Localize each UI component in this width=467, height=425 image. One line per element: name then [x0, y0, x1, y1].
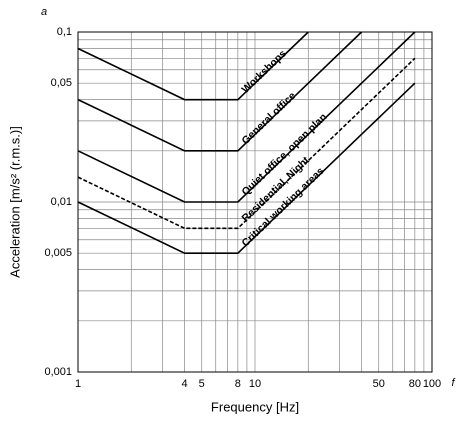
y-axis-title: Acceleration [m/s² (r.m.s.)]: [7, 126, 22, 278]
curve: [77, 31, 363, 152]
x-tick-label: 80: [409, 378, 421, 390]
x-tick-label: 1: [75, 378, 81, 390]
curve: [77, 31, 416, 203]
curve: [77, 31, 309, 101]
x-tick-label: 5: [199, 378, 205, 390]
x-axis-symbol: f: [451, 377, 455, 389]
x-tick-label: 4: [182, 378, 188, 390]
x-tick-label: 10: [249, 378, 261, 390]
y-tick-label: 0,001: [44, 366, 72, 378]
x-tick-label: 50: [373, 378, 385, 390]
x-tick-label: 8: [235, 378, 241, 390]
y-tick-label: 0,05: [51, 77, 72, 89]
curve-label: General office: [240, 90, 299, 147]
y-tick-label: 0,01: [51, 196, 72, 208]
x-axis-title: Frequency [Hz]: [211, 399, 299, 414]
y-axis-symbol: a: [41, 6, 47, 18]
y-tick-label: 0,005: [44, 247, 72, 259]
curve: [77, 82, 416, 254]
y-tick-label: 0,1: [57, 26, 72, 38]
curve: [77, 57, 416, 230]
x-tick-label: 100: [423, 378, 441, 390]
